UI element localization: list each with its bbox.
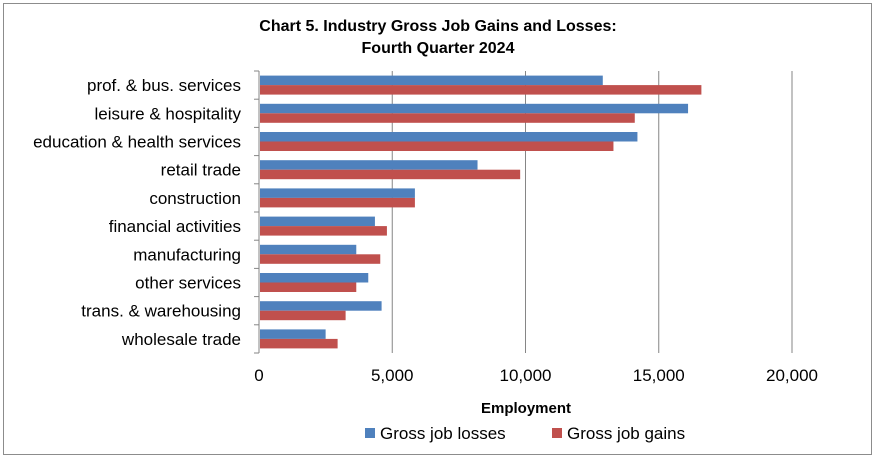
x-tick-label: 5,000 xyxy=(371,366,414,385)
x-tick-label: 20,000 xyxy=(766,366,818,385)
legend-label-gains: Gross job gains xyxy=(567,424,685,443)
chart-title-line1: Chart 5. Industry Gross Job Gains and Lo… xyxy=(259,18,616,35)
x-tick-label: 15,000 xyxy=(633,366,685,385)
bar-chart: Chart 5. Industry Gross Job Gains and Lo… xyxy=(33,18,818,443)
bar-gross-job-losses xyxy=(260,132,638,142)
bar-gross-job-gains xyxy=(260,141,614,151)
category-label: retail trade xyxy=(161,161,241,180)
axis xyxy=(254,70,260,354)
bar-gross-job-gains xyxy=(260,282,357,292)
category-label: financial activities xyxy=(109,217,241,236)
category-label: other services xyxy=(135,274,241,293)
tick-labels: 0 5,000 10,000 15,000 20,000 xyxy=(254,366,818,385)
legend-label-losses: Gross job losses xyxy=(380,424,506,443)
category-labels: prof. & bus. services leisure & hospitali… xyxy=(33,76,241,349)
category-label: leisure & hospitality xyxy=(95,104,242,123)
x-axis-label: Employment xyxy=(481,400,571,417)
category-label: trans. & warehousing xyxy=(81,302,241,321)
bar-gross-job-losses xyxy=(260,160,478,170)
bar-gross-job-losses xyxy=(260,244,357,255)
legend-swatch-gains xyxy=(552,428,562,438)
bar-gross-job-gains xyxy=(260,113,635,123)
bar-gross-job-losses xyxy=(260,273,369,283)
bar-gross-job-losses xyxy=(260,103,689,114)
bar-gross-job-losses xyxy=(260,329,326,339)
bar-gross-job-gains xyxy=(260,169,521,180)
bars xyxy=(260,75,702,349)
x-tick-label: 0 xyxy=(254,366,263,385)
bar-gross-job-gains xyxy=(260,197,415,208)
bar-gross-job-gains xyxy=(260,338,338,349)
bar-gross-job-losses xyxy=(260,75,603,86)
bar-gross-job-gains xyxy=(260,226,387,236)
category-label: construction xyxy=(149,189,241,208)
chart-frame: Chart 5. Industry Gross Job Gains and Lo… xyxy=(3,3,872,455)
legend-swatch-losses xyxy=(365,428,375,438)
category-label: manufacturing xyxy=(133,245,241,264)
category-label: prof. & bus. services xyxy=(87,76,241,95)
chart-title-line2: Fourth Quarter 2024 xyxy=(362,40,515,57)
bar-gross-job-gains xyxy=(260,254,381,264)
bar-gross-job-gains xyxy=(260,310,346,321)
bar-gross-job-losses xyxy=(260,301,382,311)
category-label: wholesale trade xyxy=(121,330,241,349)
category-label: education & health services xyxy=(33,133,241,152)
bar-gross-job-losses xyxy=(260,216,375,227)
legend: Gross job losses Gross job gains xyxy=(365,424,685,443)
bar-gross-job-losses xyxy=(260,188,415,198)
x-tick-label: 10,000 xyxy=(500,366,552,385)
bar-gross-job-gains xyxy=(260,85,702,95)
